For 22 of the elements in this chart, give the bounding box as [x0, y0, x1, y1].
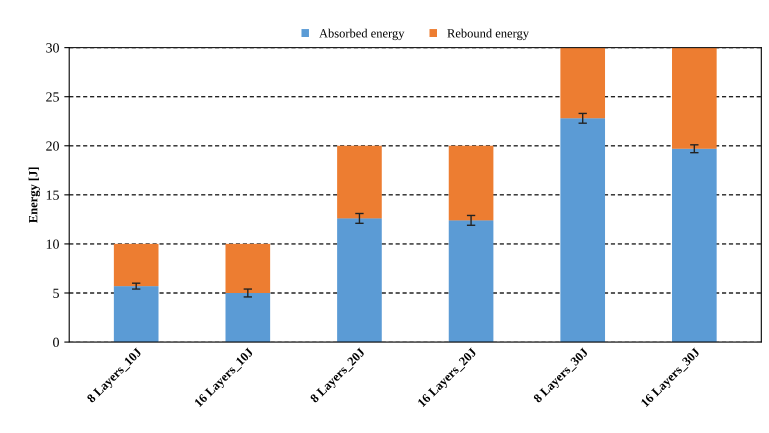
- bar: [560, 118, 606, 342]
- y-tick-label: 25: [46, 92, 59, 102]
- bar: [337, 146, 382, 218]
- bar: [672, 48, 717, 149]
- bar: [114, 286, 159, 342]
- y-tick-label: 0: [53, 338, 59, 348]
- bar: [560, 48, 606, 118]
- y-tick-label: 15: [46, 190, 59, 200]
- bar: [672, 148, 717, 342]
- y-tick-label: 20: [46, 141, 59, 151]
- y-axis-title: Energy [J]: [28, 167, 40, 223]
- bar: [225, 244, 270, 293]
- y-tick-label: 10: [46, 240, 59, 249]
- bar: [114, 244, 159, 286]
- legend-label: Absorbed energy: [319, 28, 404, 40]
- bar: [448, 146, 494, 220]
- y-tick-label: 30: [46, 43, 59, 53]
- bar: [225, 292, 270, 342]
- bar: [337, 218, 382, 342]
- y-tick-label: 5: [53, 288, 59, 298]
- bar: [448, 220, 494, 342]
- legend-label: Rebound energy: [447, 28, 529, 40]
